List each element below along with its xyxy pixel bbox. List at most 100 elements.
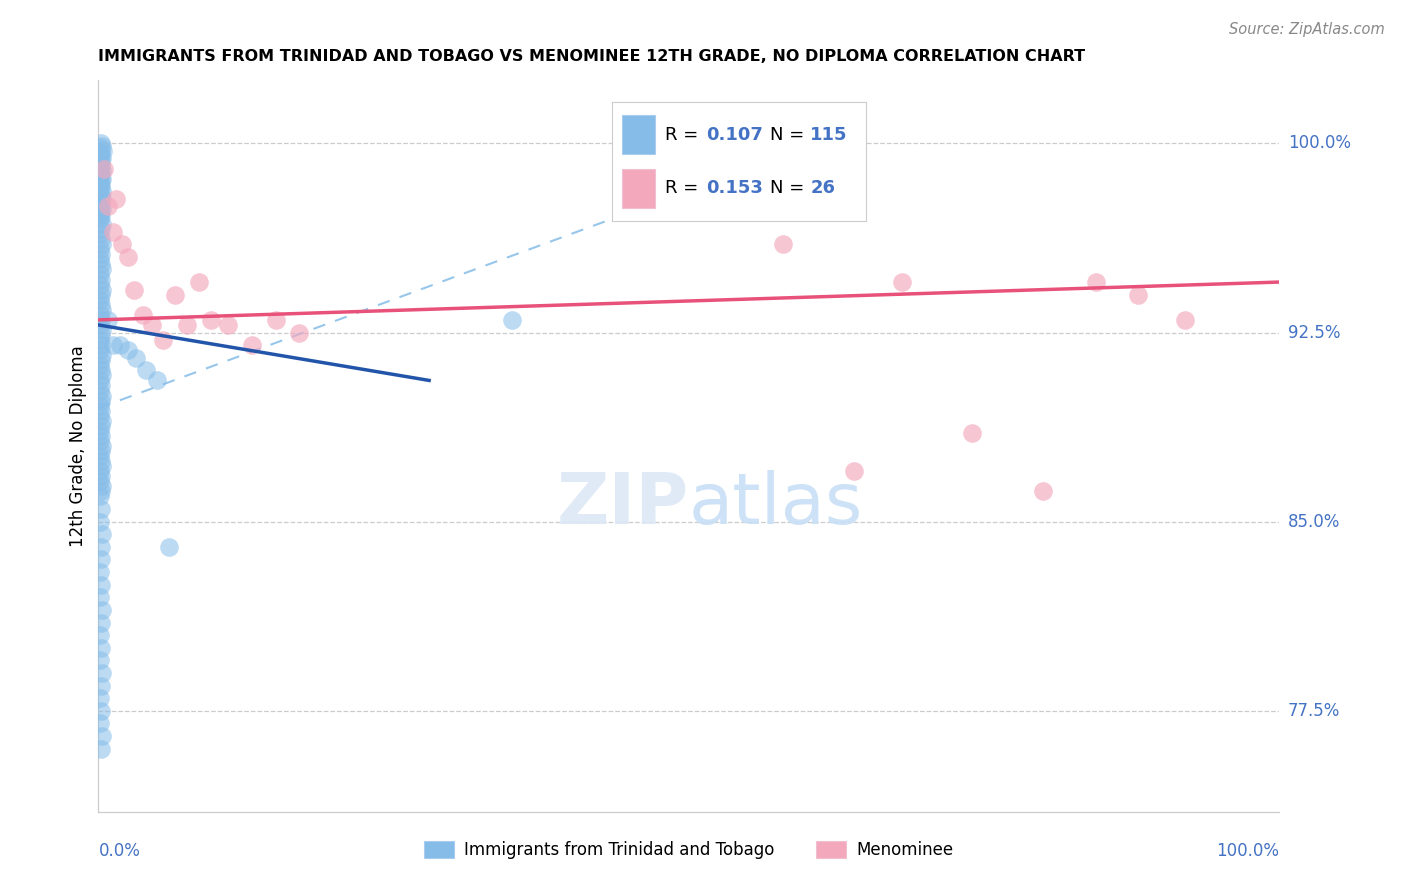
Point (91, 414, 114, 428)
Point (91, 459, 114, 474)
Point (89, 186, 111, 201)
Point (89, 268, 111, 282)
Point (90, 484, 112, 499)
Point (111, 237, 134, 252)
Point (90, 540, 112, 554)
Point (125, 351, 148, 365)
Point (89, 156, 111, 170)
Point (90, 232, 112, 246)
Point (90, 403, 112, 417)
Point (89, 716, 111, 731)
Point (844, 464, 866, 478)
Point (90, 502, 112, 516)
Point (90, 429, 112, 443)
Point (89, 227, 111, 241)
Point (90, 704, 112, 718)
Point (89, 373, 111, 387)
Point (91, 152, 114, 166)
Point (91, 323, 114, 337)
Point (97, 199, 120, 213)
Point (91, 302, 114, 317)
Point (89, 207, 111, 221)
Point (89, 252, 111, 267)
Point (89, 308, 111, 322)
Point (91, 439, 114, 453)
Text: 92.5%: 92.5% (1288, 324, 1340, 342)
Point (90, 204, 112, 219)
Point (91, 479, 114, 493)
Text: 85.0%: 85.0% (1288, 513, 1340, 531)
Text: 77.5%: 77.5% (1288, 702, 1340, 720)
Point (90, 378, 112, 392)
Point (89, 177, 111, 191)
Point (288, 326, 311, 340)
Point (90, 136, 112, 151)
Text: IMMIGRANTS FROM TRINIDAD AND TOBAGO VS MENOMINEE 12TH GRADE, NO DIPLOMA CORRELAT: IMMIGRANTS FROM TRINIDAD AND TOBAGO VS M… (98, 49, 1085, 64)
Point (90, 272, 112, 286)
Point (146, 373, 169, 387)
Point (90, 552, 112, 566)
Point (90, 146, 112, 161)
Point (89, 399, 111, 413)
Point (91, 144, 114, 158)
Point (89, 277, 111, 292)
Point (89, 409, 111, 423)
Point (90, 210, 112, 224)
Point (90, 197, 112, 211)
Point (90, 454, 112, 468)
Point (90, 167, 112, 181)
Point (90, 189, 112, 203)
Point (91, 171, 114, 186)
Y-axis label: 12th Grade, No Diploma: 12th Grade, No Diploma (69, 345, 87, 547)
Point (89, 293, 111, 307)
Text: 0.0%: 0.0% (98, 842, 141, 860)
Point (91, 262, 114, 277)
Point (90, 159, 112, 173)
Text: ZIP: ZIP (557, 470, 689, 539)
Point (152, 333, 174, 347)
Point (90, 444, 112, 458)
Point (91, 192, 114, 206)
Point (101, 225, 124, 239)
Point (89, 515, 111, 529)
Point (91, 527, 114, 541)
Point (91, 184, 114, 198)
Point (89, 691, 111, 706)
Point (101, 338, 124, 352)
Point (90, 469, 112, 483)
Point (90, 640, 112, 655)
Point (89, 434, 111, 448)
Text: Source: ZipAtlas.com: Source: ZipAtlas.com (1229, 22, 1385, 37)
Point (90, 287, 112, 301)
Point (89, 449, 111, 463)
Point (890, 275, 912, 289)
Point (89, 424, 111, 438)
Point (122, 283, 145, 297)
Point (91, 368, 114, 383)
Point (165, 287, 187, 301)
Point (117, 250, 139, 264)
Point (217, 318, 239, 332)
Point (91, 237, 114, 252)
Point (1085, 275, 1108, 289)
Point (89, 653, 111, 667)
Text: 100.0%: 100.0% (1288, 135, 1351, 153)
Point (90, 328, 112, 343)
Point (89, 141, 111, 155)
Point (89, 343, 111, 358)
Point (89, 464, 111, 478)
Point (132, 308, 155, 322)
Point (91, 139, 114, 153)
Point (135, 363, 157, 377)
Point (89, 490, 111, 504)
Point (97, 313, 120, 327)
Point (89, 161, 111, 176)
Point (772, 237, 794, 252)
Point (89, 194, 111, 209)
Point (91, 388, 114, 402)
Point (90, 338, 112, 352)
Point (90, 353, 112, 368)
Point (90, 179, 112, 194)
Point (89, 199, 111, 213)
Legend: Immigrants from Trinidad and Tobago, Menominee: Immigrants from Trinidad and Tobago, Men… (418, 834, 960, 865)
